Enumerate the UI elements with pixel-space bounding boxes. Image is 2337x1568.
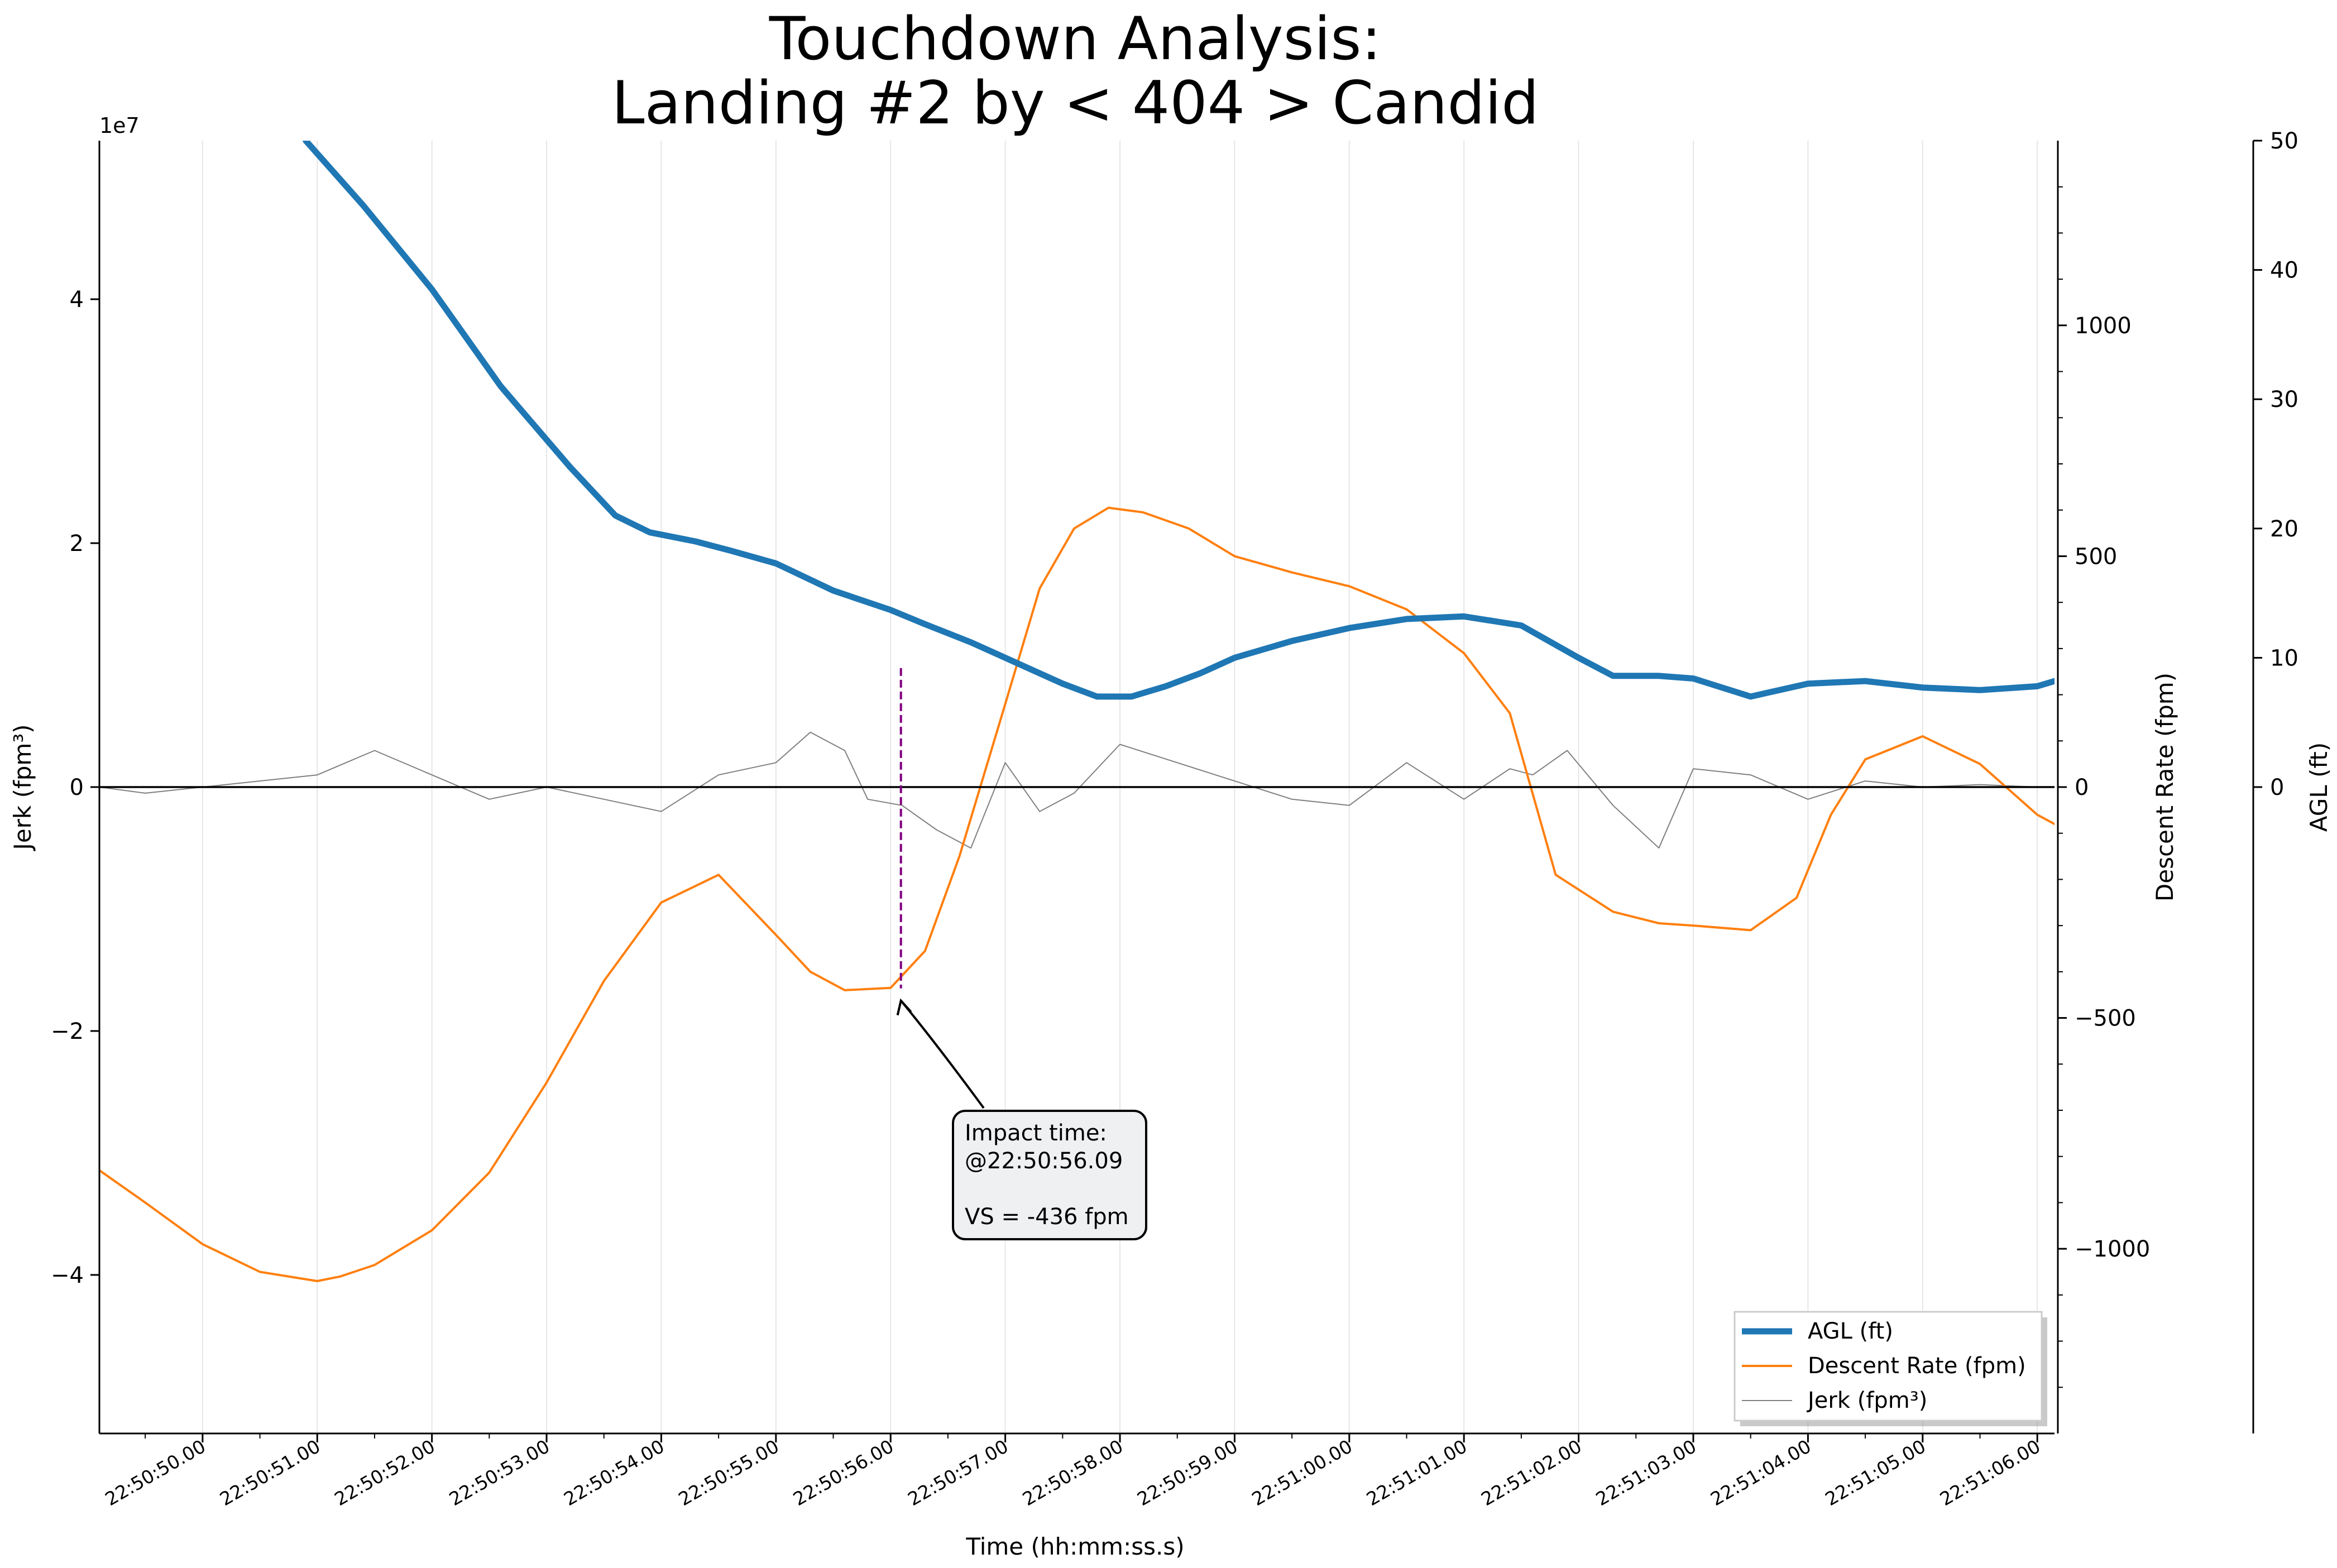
series-line-jerk xyxy=(99,731,2055,849)
axis-ticks: 22:50:50.00 22:50:51.00 22:50:52.00 22:50:5… xyxy=(51,128,2298,1510)
annotation-arrowhead xyxy=(896,998,912,1016)
chart-title-line-1: Touchdown Analysis: xyxy=(769,4,1381,73)
jerk-tick-label: −2 xyxy=(51,1019,84,1044)
agl-tick-label: 30 xyxy=(2270,387,2298,413)
x-tick-label: 22:50:57.00 xyxy=(904,1435,1012,1510)
agl-axis-label: AGL (ft) xyxy=(2305,742,2333,832)
agl-tick-label: 40 xyxy=(2270,258,2298,284)
x-tick-label: 22:51:05.00 xyxy=(1821,1435,1929,1510)
x-tick-label: 22:50:50.00 xyxy=(102,1435,209,1510)
x-tick-label: 22:50:51.00 xyxy=(216,1435,324,1510)
x-axis-label: Time (hh:mm:ss.s) xyxy=(965,1533,1184,1560)
annotation-line-4: VS = -436 fpm xyxy=(965,1204,1129,1230)
jerk-tick-label: −4 xyxy=(51,1263,84,1288)
legend-label-descent-rate: Descent Rate (fpm) xyxy=(1808,1353,2026,1379)
descent-rate-tick-label: 500 xyxy=(2075,544,2117,569)
jerk-tick-label: 4 xyxy=(70,287,84,313)
x-tick-label: 22:50:55.00 xyxy=(675,1435,783,1510)
jerk-tick-label: 0 xyxy=(70,775,84,800)
legend: AGL (ft) Descent Rate (fpm) Jerk (fpm³) xyxy=(1733,1311,2047,1426)
series-line-agl xyxy=(303,141,2055,700)
x-tick-label: 22:51:00.00 xyxy=(1248,1435,1356,1510)
x-tick-label: 22:50:54.00 xyxy=(560,1435,668,1510)
jerk-tick-label: 2 xyxy=(70,531,84,557)
x-tick-label: 22:51:02.00 xyxy=(1477,1435,1585,1510)
x-tick-label: 22:50:53.00 xyxy=(446,1435,553,1510)
x-tick-label: 22:51:03.00 xyxy=(1592,1435,1700,1510)
x-tick-label: 22:51:04.00 xyxy=(1707,1435,1814,1510)
descent-rate-tick-label: −500 xyxy=(2075,1006,2136,1032)
agl-tick-label: 0 xyxy=(2270,775,2284,800)
axes xyxy=(98,141,2254,1435)
x-tick-label: 22:50:52.00 xyxy=(331,1435,438,1510)
descent-rate-tick-label: 0 xyxy=(2075,775,2089,800)
descent-rate-tick-label: −1000 xyxy=(2075,1236,2150,1262)
annotation-line-1: Impact time: xyxy=(965,1120,1107,1146)
descent-rate-tick-label: 1000 xyxy=(2075,313,2132,339)
x-tick-label: 22:50:56.00 xyxy=(789,1435,897,1510)
x-tick-label: 22:51:06.00 xyxy=(1936,1435,2044,1510)
series-line-descent-rate xyxy=(99,506,2055,1282)
annotation-line-2: @22:50:56.09 xyxy=(965,1148,1123,1174)
legend-label-agl: AGL (ft) xyxy=(1808,1318,1893,1344)
x-tick-label: 22:51:01.00 xyxy=(1363,1435,1471,1510)
x-tick-label: 22:50:59.00 xyxy=(1133,1435,1241,1510)
jerk-offset-label: 1e7 xyxy=(99,113,140,138)
impact-annotation: Impact time: @22:50:56.09 VS = -436 fpm xyxy=(896,668,1147,1240)
chart-title-line-2: Landing #2 by < 404 > Candid xyxy=(612,69,1539,137)
annotation-box xyxy=(952,1110,1147,1240)
agl-tick-label: 10 xyxy=(2270,645,2298,671)
descent-rate-axis-label: Descent Rate (fpm) xyxy=(2151,673,2178,902)
agl-tick-label: 20 xyxy=(2270,516,2298,542)
jerk-axis-label: Jerk (fpm³) xyxy=(9,724,36,851)
legend-label-jerk: Jerk (fpm³) xyxy=(1806,1388,1927,1413)
annotation-arrow xyxy=(900,1000,985,1109)
x-tick-label: 22:50:58.00 xyxy=(1019,1435,1127,1510)
series-lines xyxy=(99,141,2055,1282)
agl-tick-label: 50 xyxy=(2270,128,2298,154)
